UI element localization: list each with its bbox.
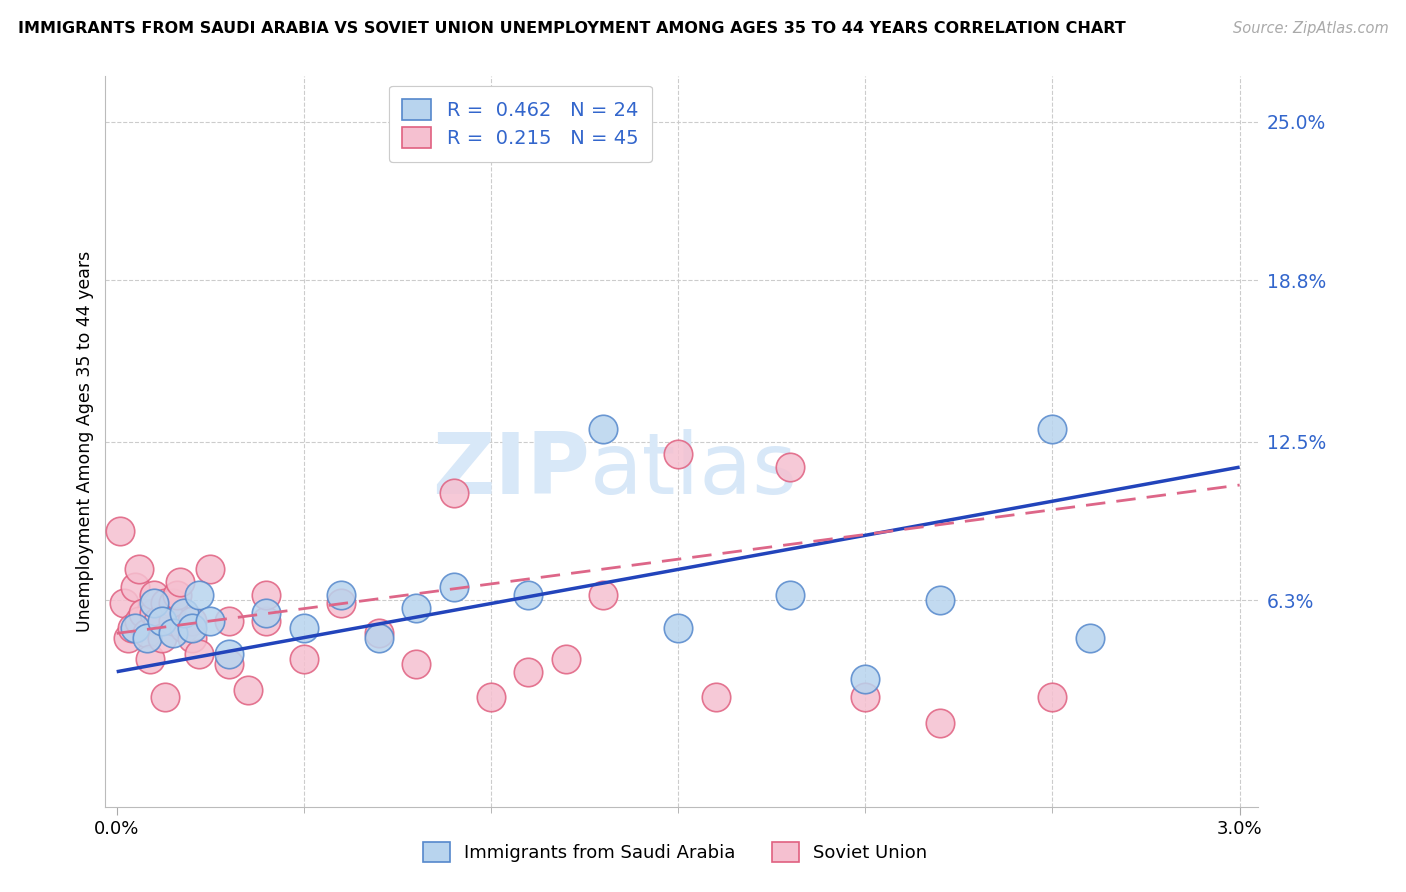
Point bbox=[180, 632, 202, 646]
Point bbox=[592, 422, 614, 436]
Text: Source: ZipAtlas.com: Source: ZipAtlas.com bbox=[1233, 21, 1389, 37]
Point bbox=[162, 614, 184, 628]
Point bbox=[330, 596, 353, 610]
Point bbox=[853, 673, 876, 687]
Point bbox=[128, 614, 150, 628]
Point bbox=[155, 690, 177, 705]
Y-axis label: Unemployment Among Ages 35 to 44 years: Unemployment Among Ages 35 to 44 years bbox=[76, 251, 94, 632]
Point bbox=[143, 588, 166, 602]
Point bbox=[853, 690, 876, 705]
Point bbox=[188, 647, 211, 661]
Point bbox=[1042, 422, 1064, 436]
Point bbox=[188, 588, 211, 602]
Point bbox=[117, 632, 139, 646]
Point bbox=[479, 690, 502, 705]
Point bbox=[155, 596, 177, 610]
Point bbox=[180, 621, 202, 635]
Point bbox=[367, 632, 389, 646]
Point bbox=[517, 588, 540, 602]
Point bbox=[128, 562, 150, 576]
Point bbox=[405, 657, 427, 671]
Point bbox=[162, 626, 184, 640]
Point bbox=[124, 580, 146, 594]
Point bbox=[112, 596, 135, 610]
Point bbox=[554, 652, 576, 666]
Text: atlas: atlas bbox=[589, 429, 797, 512]
Point bbox=[236, 682, 259, 697]
Point bbox=[132, 606, 155, 620]
Legend: Immigrants from Saudi Arabia, Soviet Union: Immigrants from Saudi Arabia, Soviet Uni… bbox=[415, 835, 935, 870]
Point bbox=[592, 588, 614, 602]
Point bbox=[173, 621, 195, 635]
Point bbox=[443, 580, 465, 594]
Point bbox=[135, 632, 157, 646]
Point bbox=[146, 614, 169, 628]
Point bbox=[166, 588, 188, 602]
Point bbox=[779, 588, 801, 602]
Point bbox=[124, 621, 146, 635]
Point bbox=[162, 596, 184, 610]
Point bbox=[1042, 690, 1064, 705]
Point bbox=[929, 593, 952, 607]
Point bbox=[200, 614, 222, 628]
Point bbox=[180, 614, 202, 628]
Point bbox=[254, 588, 277, 602]
Point bbox=[150, 632, 173, 646]
Point bbox=[135, 626, 157, 640]
Point bbox=[1078, 632, 1101, 646]
Point bbox=[150, 614, 173, 628]
Point bbox=[254, 606, 277, 620]
Point bbox=[292, 652, 315, 666]
Point bbox=[121, 621, 143, 635]
Point bbox=[143, 606, 166, 620]
Point bbox=[929, 715, 952, 730]
Point bbox=[169, 575, 191, 590]
Point bbox=[779, 460, 801, 475]
Point bbox=[443, 485, 465, 500]
Legend: R =  0.462   N = 24, R =  0.215   N = 45: R = 0.462 N = 24, R = 0.215 N = 45 bbox=[388, 86, 652, 162]
Point bbox=[666, 447, 689, 461]
Point bbox=[173, 606, 195, 620]
Point bbox=[330, 588, 353, 602]
Point bbox=[200, 562, 222, 576]
Point bbox=[292, 621, 315, 635]
Point bbox=[704, 690, 727, 705]
Point bbox=[218, 657, 240, 671]
Text: ZIP: ZIP bbox=[432, 429, 589, 512]
Point bbox=[218, 647, 240, 661]
Point bbox=[254, 614, 277, 628]
Point bbox=[110, 524, 132, 538]
Point bbox=[405, 600, 427, 615]
Point bbox=[143, 596, 166, 610]
Point bbox=[666, 621, 689, 635]
Point bbox=[367, 626, 389, 640]
Point bbox=[517, 665, 540, 679]
Point bbox=[139, 652, 162, 666]
Text: IMMIGRANTS FROM SAUDI ARABIA VS SOVIET UNION UNEMPLOYMENT AMONG AGES 35 TO 44 YE: IMMIGRANTS FROM SAUDI ARABIA VS SOVIET U… bbox=[18, 21, 1126, 37]
Point bbox=[218, 614, 240, 628]
